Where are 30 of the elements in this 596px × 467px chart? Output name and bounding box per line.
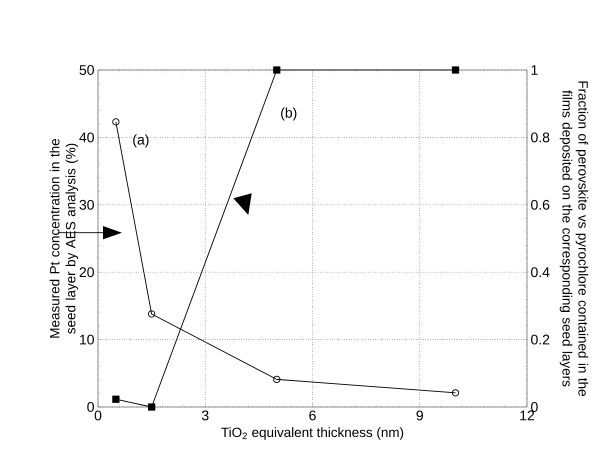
y2-tick-label: 0.2	[531, 334, 550, 345]
point	[148, 403, 156, 411]
y-axis-title: Measured Pt concentration in the seed layer by AES analysis (%)	[50, 138, 78, 338]
y-tick-label: 20	[80, 267, 94, 278]
y2-axis-title: Fraction of perovskite vs pyrochlore contained in the films deposited on the corresponding seed layers	[560, 81, 588, 396]
x-tick-label: 6	[309, 410, 316, 420]
x-tick-label: 12	[520, 410, 534, 420]
point	[273, 376, 280, 384]
series-label: (a)	[133, 134, 149, 148]
y-tick-label: 0	[87, 402, 94, 412]
y-tick-label: 40	[79, 132, 94, 142]
x-tick-label: 9	[416, 410, 423, 420]
x-tick-label: 0	[94, 410, 102, 420]
x-axis-title: TiO$_{2}$ equivalent thickness (nm)	[221, 427, 404, 440]
series-label: (b)	[281, 107, 296, 120]
point	[273, 66, 280, 74]
y2-tick-label: 0.6	[531, 200, 550, 210]
point	[452, 66, 460, 74]
y-tick-label: 10	[80, 334, 94, 345]
point	[452, 389, 460, 396]
y-tick-label: 50	[80, 65, 94, 75]
point	[112, 118, 120, 126]
point	[148, 310, 156, 318]
point	[112, 396, 120, 403]
x-tick-label: 3	[202, 410, 209, 420]
y2-tick-label: 0	[531, 402, 538, 412]
y2-tick-label: 1	[532, 65, 538, 75]
y2-tick-label: 0.8	[531, 132, 550, 142]
y-tick-label: 30	[80, 200, 94, 210]
y2-tick-label: 0.4	[531, 267, 550, 278]
